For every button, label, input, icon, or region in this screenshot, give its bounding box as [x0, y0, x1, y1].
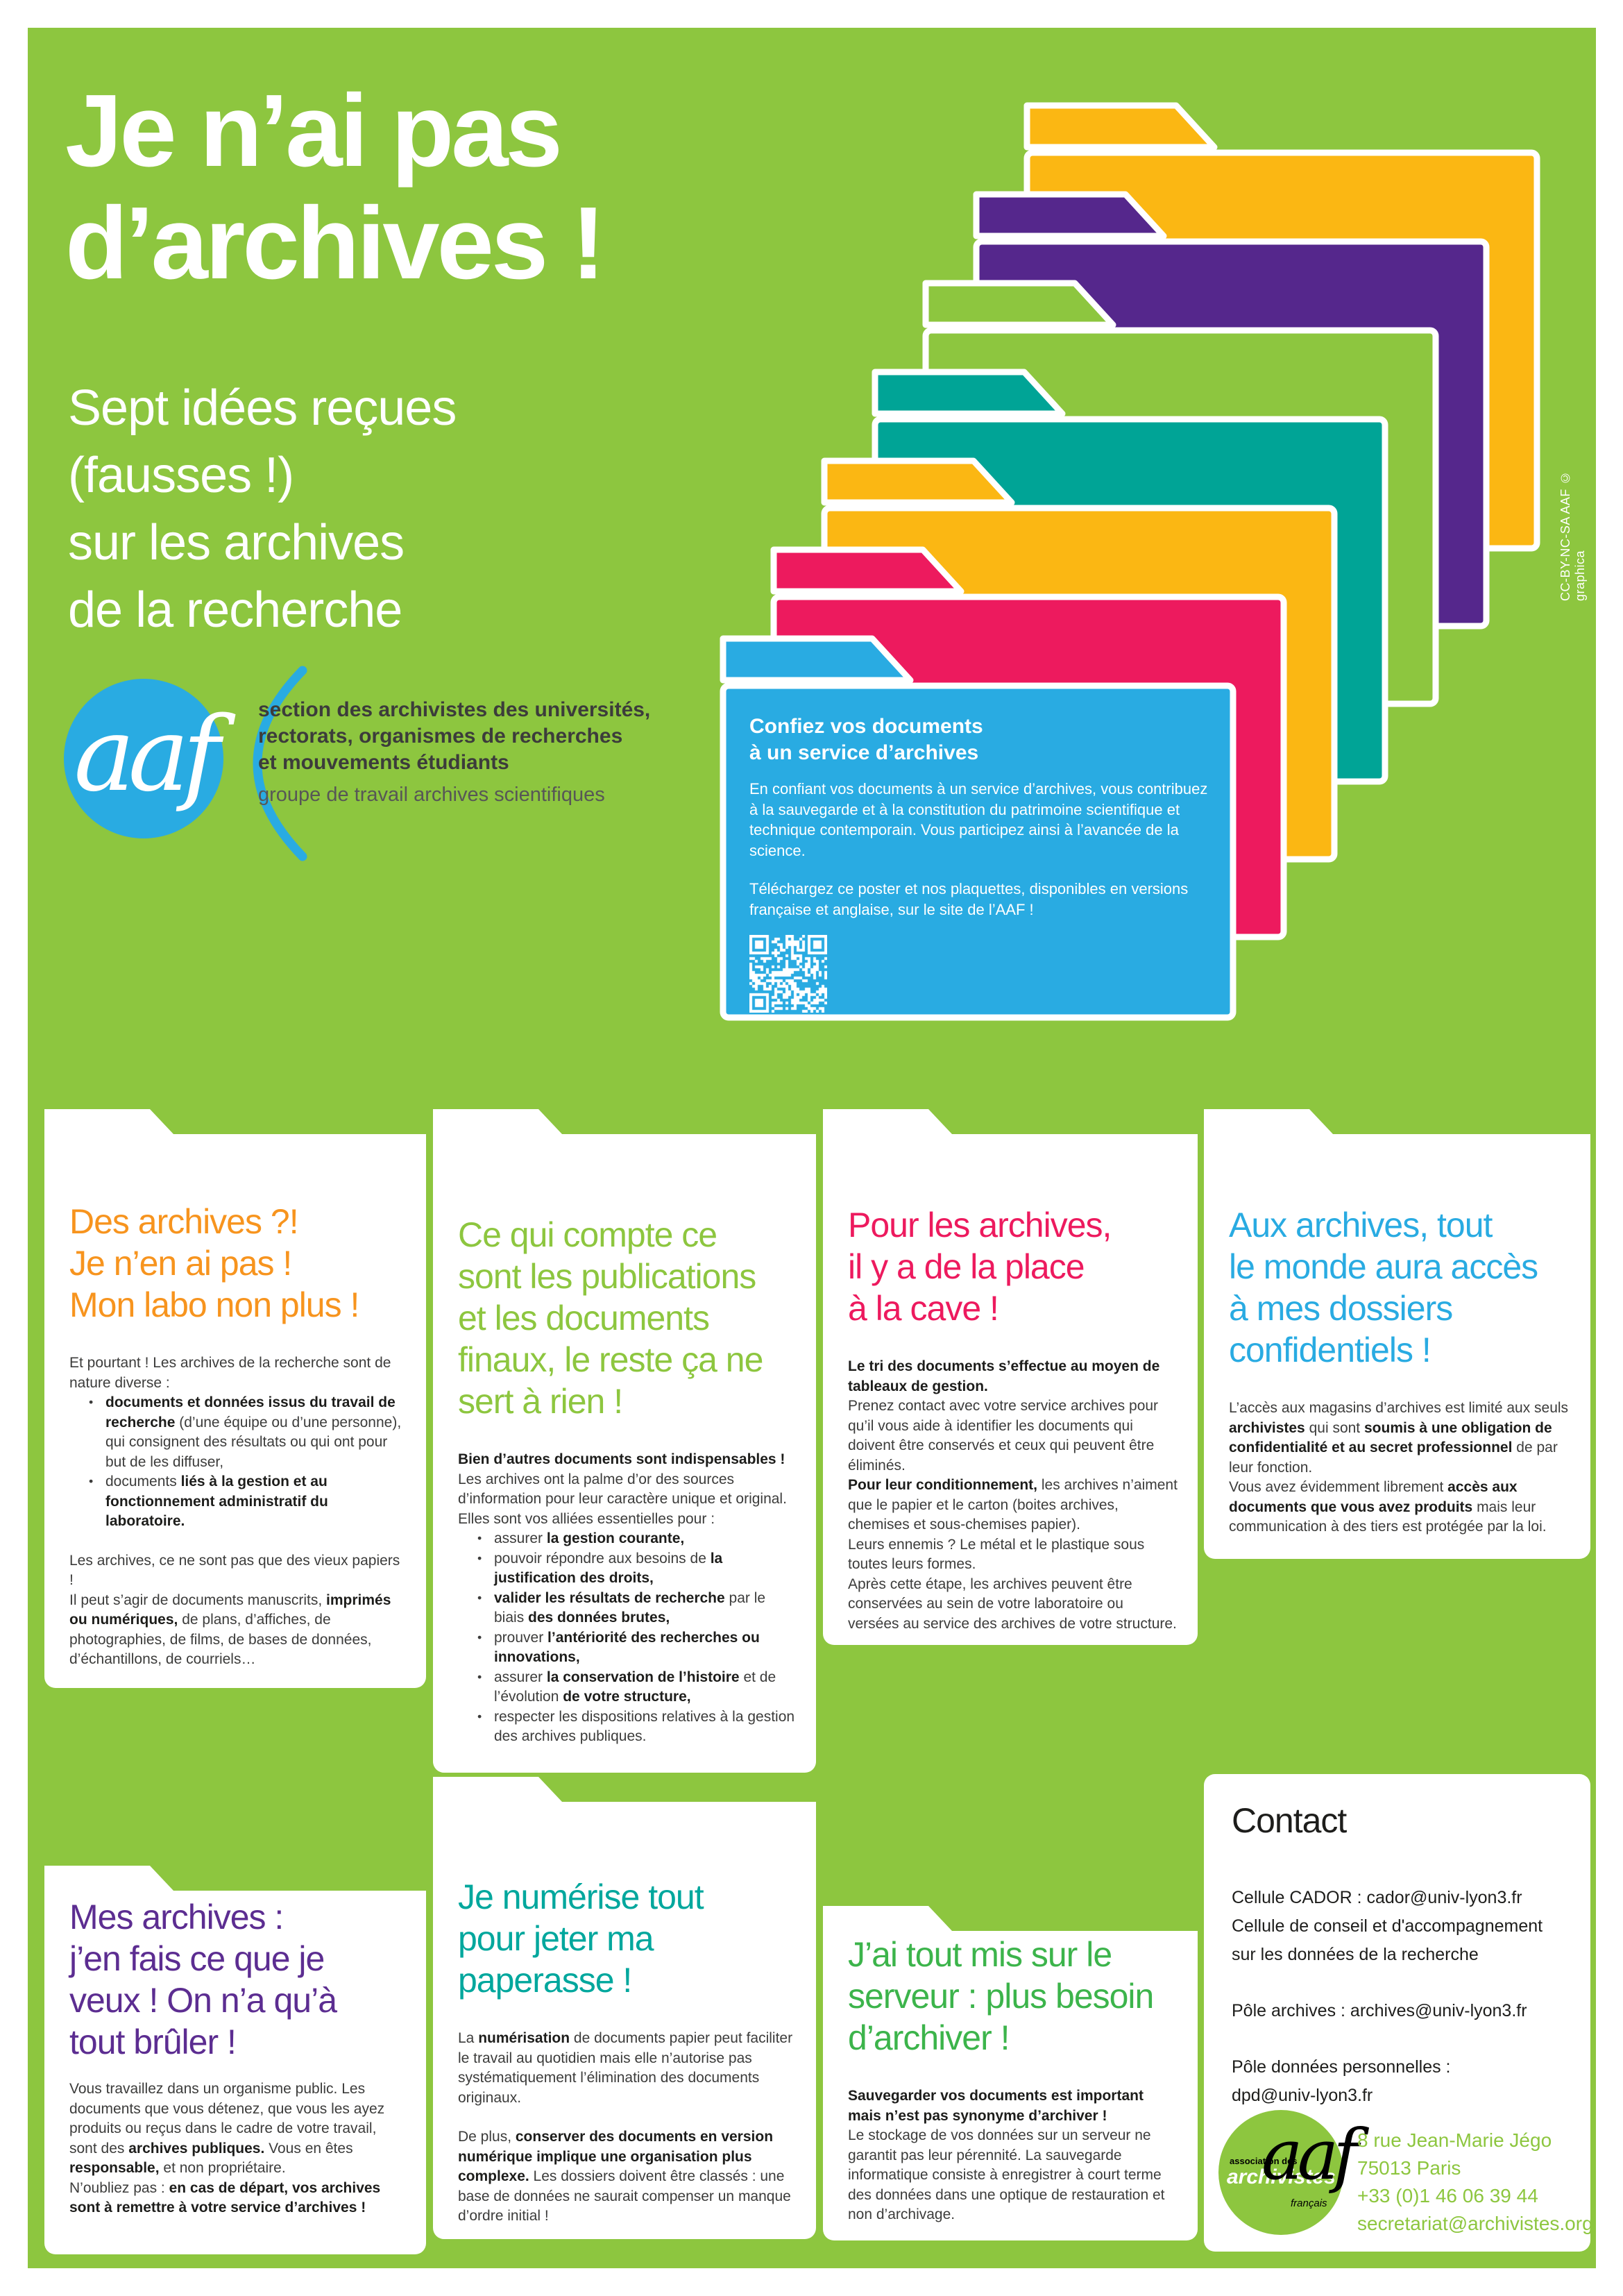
card-paragraph: Vous travaillez dans un organisme public…: [69, 2081, 385, 2176]
card-heading: Ce qui compte ce sont les publications et …: [458, 1215, 763, 1421]
card-paragraph: N’oubliez pas : en cas de départ, vos ar…: [69, 2179, 381, 2216]
card-confidentiels: Aux archives, tout le monde aura accès à m…: [1204, 1109, 1590, 1559]
qr-code: [749, 935, 827, 1013]
callout-body-2: Téléchargez ce poster et nos plaquettes,…: [749, 880, 1189, 918]
card-paragraph: Après cette étape, les archives peuvent …: [848, 1576, 1177, 1632]
org-workgroup-label: groupe de travail archives scientifiques: [258, 784, 605, 806]
org-section-label: section des archivistes des universités,…: [258, 697, 650, 808]
card-heading: J’ai tout mis sur le serveur : plus besoi…: [848, 1935, 1154, 2057]
card-paragraph: Pour leur conditionnement, les archives …: [848, 1477, 1178, 1533]
card-heading: Mes archives : j’en fais ce que je veux ! …: [69, 1898, 337, 2061]
footer-logo-francais: français: [1291, 2197, 1327, 2209]
card-paragraph: Vous avez évidemment librement accès aux…: [1229, 1479, 1547, 1535]
page-title: Je n’ai pas d’archives !: [65, 74, 606, 301]
card-tout-bruler: Mes archives : j’en fais ce que je veux ! …: [44, 1866, 426, 2254]
bullet-item: assurer la gestion courante,: [477, 1528, 797, 1549]
card-paragraph: Le tri des documents s’effectue au moyen…: [848, 1358, 1160, 1394]
card-paragraph: L’accès aux magasins d’archives est limi…: [1229, 1400, 1569, 1476]
card-paragraph: Il peut s’agir de documents manuscrits, …: [69, 1592, 391, 1668]
callout: Confiez vos documents à un service d’arch…: [749, 714, 1210, 1013]
card-paragraph: Sauvegarder vos documents est important …: [848, 2088, 1144, 2124]
card-des-archives: Des archives ?! Je n’en ai pas ! Mon labo …: [44, 1109, 426, 1688]
card-bullet-list: assurer la gestion courante, pouvoir rép…: [458, 1528, 797, 1747]
bullet-item: documents et données issus du travail de…: [89, 1392, 407, 1472]
card-heading: Aux archives, tout le monde aura accès à m…: [1229, 1206, 1538, 1369]
contact-dpd: Pôle données personnelles : dpd@univ-lyo…: [1232, 2057, 1451, 2105]
bullet-item: prouver l’antériorité des recherches ou …: [477, 1628, 797, 1668]
card-paragraph: De plus, conserver des documents en vers…: [458, 2129, 791, 2224]
org-section-name: section des archivistes des universités,…: [258, 698, 651, 774]
card-paragraph: Les archives, ce ne sont pas que des vie…: [69, 1552, 400, 1589]
bullet-item: assurer la conservation de l’histoire et…: [477, 1667, 797, 1707]
card-paragraph: La numérisation de documents papier peut…: [458, 2030, 793, 2106]
footer-address: 8 rue Jean-Marie Jégo 75013 Paris +33 (0…: [1357, 2129, 1593, 2234]
card-paragraph: Prenez contact avec votre service archiv…: [848, 1398, 1159, 1474]
aaf-footer-logo: association des archivistes aaf français: [1218, 2110, 1359, 2235]
callout-heading: Confiez vos documents à un service d’arch…: [749, 715, 983, 764]
card-place-cave: Pour les archives, il y a de la place à la…: [823, 1109, 1198, 1645]
bullet-item: valider les résultats de recherche par l…: [477, 1588, 797, 1628]
footer-logo-aaf: aaf: [1261, 2114, 1359, 2195]
card-paragraph: Le stockage de vos données sur un serveu…: [848, 2127, 1165, 2222]
card-paragraph: Leurs ennemis ? Le métal et le plastique…: [848, 1536, 1145, 1573]
bullet-item: respecter les dispositions relatives à l…: [477, 1707, 797, 1747]
contact-cador: Cellule CADOR : cador@univ-lyon3.fr Cell…: [1232, 1888, 1543, 1964]
folder-blue-front: [720, 635, 1237, 1021]
card-paragraph: Bien d’autres documents sont indispensab…: [458, 1451, 785, 1467]
footer-logo-assoc: association des: [1230, 2156, 1298, 2166]
contact-archives: Pôle archives : archives@univ-lyon3.fr: [1232, 2001, 1527, 2020]
aaf-logo-arc-icon: [253, 666, 307, 861]
card-serveur: J’ai tout mis sur le serveur : plus besoi…: [823, 1906, 1198, 2240]
card-publications: Ce qui compte ce sont les publications et …: [433, 1109, 816, 1773]
contact-heading: Contact: [1232, 1801, 1347, 1840]
card-numerise: Je numérise tout pour jeter ma paperasse !…: [433, 1777, 816, 2239]
card-bullet-list: documents et données issus du travail de…: [69, 1392, 407, 1532]
callout-body-1: En confiant vos documents à un service d…: [749, 780, 1208, 859]
card-heading: Des archives ?! Je n’en ai pas ! Mon labo …: [69, 1202, 359, 1324]
card-heading: Pour les archives, il y a de la place à la…: [848, 1206, 1112, 1328]
page-subtitle: Sept idées reçues (fausses !) sur les arch…: [68, 380, 457, 638]
card-paragraph: Les archives ont la palme d’or des sourc…: [458, 1471, 787, 1527]
aaf-logo-text: aaf: [74, 695, 220, 814]
bullet-item: pouvoir répondre aux besoins de la justi…: [477, 1548, 797, 1589]
footer-logo-archivistes: archivistes: [1227, 2166, 1336, 2188]
credit-vertical: CC-BY-NC-SA AAF © graphica: [1558, 471, 1587, 601]
bullet-item: documents liés à la gestion et au foncti…: [89, 1471, 407, 1532]
card-paragraph: Et pourtant ! Les archives de la recherc…: [69, 1355, 391, 1391]
card-heading: Je numérise tout pour jeter ma paperasse !: [458, 1877, 704, 2000]
aaf-logo: aaf: [64, 679, 223, 838]
